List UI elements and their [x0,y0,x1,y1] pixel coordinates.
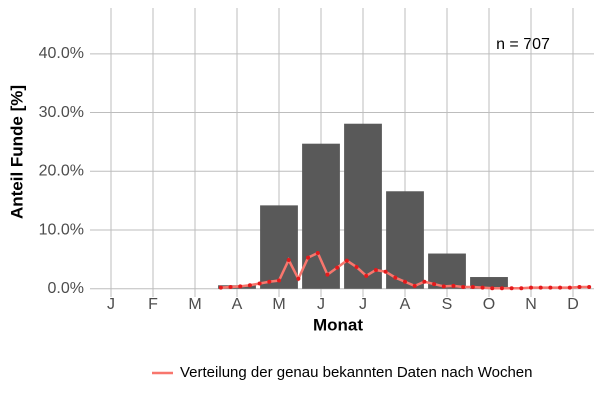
point [383,269,388,274]
bar [470,277,508,289]
point [587,285,592,290]
point [354,265,359,270]
annotation: n = 707 [496,36,550,53]
x-tick-label: M [188,296,201,313]
point [373,267,378,272]
point [277,278,281,283]
point [509,286,514,291]
point [218,285,223,290]
bar [260,205,298,289]
y-tick-label: 30.0% [39,104,84,121]
y-tick-label: 40.0% [39,45,84,62]
point [499,286,504,291]
point [403,279,407,284]
bar [302,143,340,289]
x-tick-label: S [442,296,453,313]
y-tick-label: 20.0% [39,163,84,180]
x-tick-label: J [359,296,367,313]
bar [386,191,424,289]
point [325,272,330,277]
bar [344,123,382,289]
point [286,257,291,262]
x-tick-label: J [107,296,115,313]
point [228,285,233,290]
y-tick-label: 10.0% [39,221,84,238]
point [432,282,437,287]
legend-label: Verteilung der genau bekannten Daten nac… [180,364,533,381]
point [422,279,427,284]
point [247,283,252,288]
point [451,283,456,288]
point [306,255,311,260]
point [335,265,340,270]
point [548,285,553,290]
point [238,284,243,289]
point [519,286,524,291]
point [490,286,495,291]
x-tick-label: D [567,296,579,313]
point [344,258,349,263]
point [480,285,485,290]
point [461,285,466,290]
x-axis-label: Monat [313,315,363,334]
point [577,285,582,290]
point [470,285,475,290]
point [538,285,543,290]
x-tick-label: A [232,296,243,313]
x-tick-label: O [483,296,495,313]
point [558,285,563,290]
x-tick-label: N [525,296,537,313]
y-axis-label: Anteil Funde [%] [7,85,26,219]
x-tick-label: F [148,296,158,313]
x-tick-label: A [400,296,411,313]
point [393,275,398,280]
point [529,285,533,290]
y-tick-label: 0.0% [48,280,84,297]
point [412,283,417,288]
point [567,285,572,290]
point [441,284,446,289]
point [267,279,272,284]
point [296,276,301,281]
point [364,273,369,278]
point [315,250,320,255]
x-tick-label: M [272,296,285,313]
x-tick-label: J [317,296,325,313]
point [257,281,262,286]
